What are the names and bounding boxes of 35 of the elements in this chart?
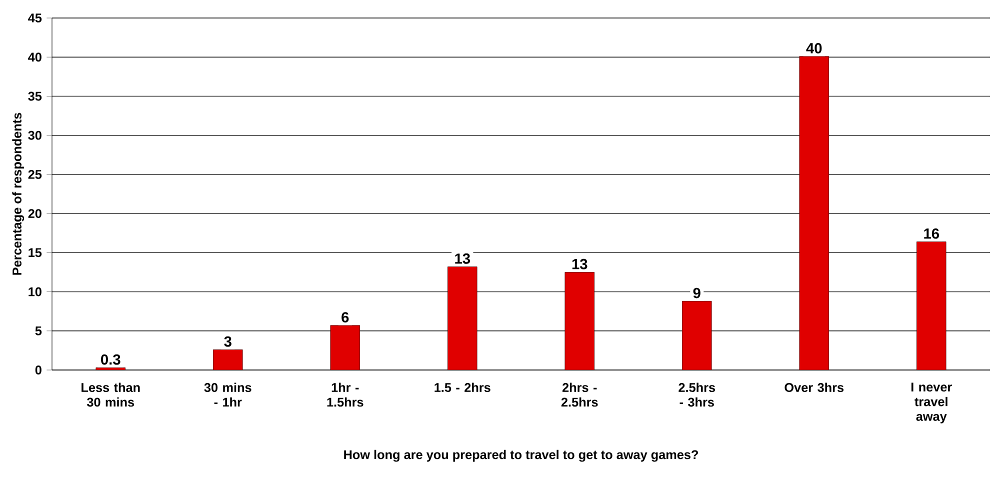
bar [213, 349, 243, 370]
data-label: 0.3 [101, 354, 120, 365]
data-label: 6 [342, 312, 349, 322]
y-tick-label: 10 [28, 287, 42, 296]
bar [799, 56, 829, 370]
y-tick-label: 40 [28, 52, 42, 62]
x-axis-title: How long are you prepared to travel to get to away games? [344, 450, 698, 462]
data-label: 13 [455, 253, 470, 264]
x-tick-label: Less than 30 mins [82, 382, 140, 407]
y-tick-label: 45 [28, 14, 42, 22]
data-label: 16 [924, 228, 940, 239]
bar [330, 325, 360, 370]
x-tick-label: 30 mins - 1hr [204, 382, 252, 407]
y-tick-label: 30 [28, 130, 42, 140]
bar [916, 242, 946, 370]
x-tick-label: I never travel away [911, 382, 952, 424]
data-label: 9 [693, 288, 700, 298]
y-axis-title: Percentage of respondents [12, 112, 24, 275]
bar [564, 272, 594, 370]
y-tick-label: 0 [35, 366, 42, 374]
x-tick-label: 1hr - 1.5hrs [327, 382, 364, 407]
bar [448, 266, 478, 370]
data-label: 3 [224, 336, 232, 347]
data-label: 13 [572, 258, 588, 270]
y-tick-label: 15 [28, 248, 42, 258]
y-tick-label: 25 [28, 170, 42, 179]
x-tick-label: Over 3hrs [784, 382, 844, 392]
x-tick-label: 1.5 - 2hrs [434, 382, 490, 392]
x-tick-label: 2hrs - 2.5hrs [561, 382, 598, 407]
x-tick-label: 2.5hrs - 3hrs [678, 382, 716, 407]
y-tick-label: 20 [28, 209, 42, 218]
y-tick-label: 35 [28, 92, 42, 101]
data-label: 40 [806, 43, 822, 54]
bar [682, 300, 712, 370]
y-tick-label: 5 [35, 326, 42, 336]
